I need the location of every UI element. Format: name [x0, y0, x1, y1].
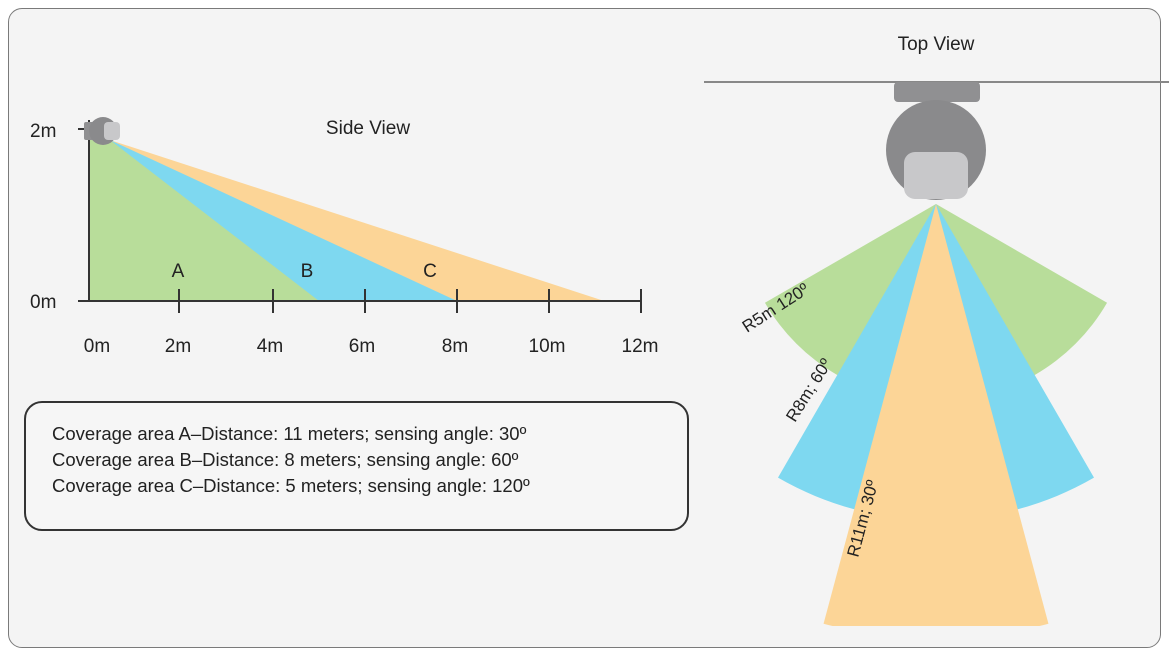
side-x-label-12m: 12m — [622, 336, 659, 357]
side-x-label-8m: 8m — [442, 336, 468, 357]
top-view-title: Top View — [898, 34, 975, 55]
side-x-label-0m: 0m — [84, 336, 110, 357]
coverage-diagram: 0m 2m 4m 6m 8m 10m 12m 2m 0m Side View A B C T… — [30, 34, 1169, 626]
legend-line-c: Coverage area C–Distance: 5 meters; sens… — [52, 475, 530, 496]
top-sensor-icon — [886, 82, 986, 200]
zone-label-a: A — [172, 261, 185, 282]
legend-line-a: Coverage area A–Distance: 11 meters; sen… — [52, 423, 527, 444]
zone-label-b: B — [301, 261, 314, 282]
side-x-label-10m: 10m — [529, 336, 566, 357]
side-sensor-icon — [84, 117, 120, 145]
side-x-label-4m: 4m — [257, 336, 283, 357]
top-sector-30 — [823, 204, 1049, 626]
coverage-legend-box: Coverage area A–Distance: 11 meters; sen… — [24, 401, 689, 531]
legend-line-b: Coverage area B–Distance: 8 meters; sens… — [52, 449, 519, 470]
side-zone-a — [89, 140, 319, 301]
side-view-title: Side View — [326, 118, 410, 139]
side-y-label-2m: 2m — [30, 121, 56, 142]
side-x-label-6m: 6m — [349, 336, 375, 357]
top-view: Top View R5m 120º R8m; 60º R11m; 30º — [704, 34, 1169, 626]
side-y-label-0m: 0m — [30, 292, 56, 313]
side-view: 0m 2m 4m 6m 8m 10m 12m 2m 0m Side View A B C — [30, 117, 658, 357]
zone-label-c: C — [423, 261, 437, 282]
side-x-label-2m: 2m — [165, 336, 191, 357]
